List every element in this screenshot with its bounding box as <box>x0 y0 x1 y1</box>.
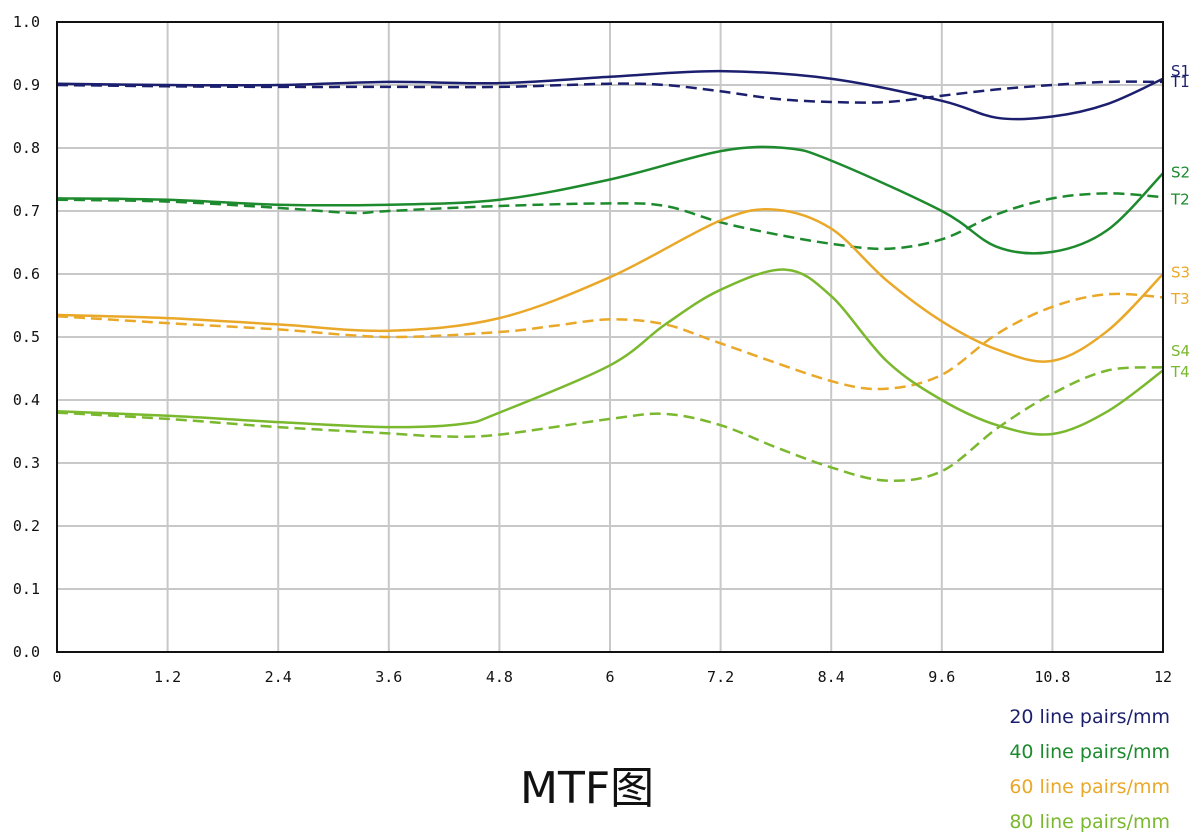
y-tick-label-5: 0.5 <box>13 328 40 346</box>
x-tick-label-4: 4.8 <box>486 668 513 686</box>
series-line-t1 <box>56 80 1164 104</box>
legend-item-2: 60 line pairs/mm <box>1009 776 1170 798</box>
y-tick-label-8: 0.8 <box>13 139 40 157</box>
series-line-s3 <box>56 207 1164 363</box>
series-lines <box>56 69 1164 483</box>
y-tick-label-3: 0.3 <box>13 454 40 472</box>
y-tick-label-9: 0.9 <box>13 76 40 94</box>
legend-item-1: 40 line pairs/mm <box>1009 741 1170 763</box>
plot-frame <box>56 21 1164 653</box>
line-label-t1: T1 <box>1170 73 1190 91</box>
series-line-s4 <box>56 268 1164 436</box>
x-tick-label-0: 0 <box>52 668 61 686</box>
line-label-s2: S2 <box>1171 163 1190 181</box>
grid <box>56 21 1164 653</box>
x-tick-label-2: 2.4 <box>265 668 292 686</box>
line-label-t2: T2 <box>1170 190 1190 208</box>
y-tick-label-10: 1.0 <box>13 13 40 31</box>
x-tick-label-9: 10.8 <box>1034 668 1070 686</box>
series-line-t3 <box>56 292 1164 391</box>
line-label-s3: S3 <box>1171 263 1190 281</box>
tick-labels: 0 1.2 2.4 3.6 4.8 6 7.2 8.4 9.6 10.8 12 0.0 0.1 0.2 0.… <box>13 13 1172 686</box>
chart-title: MTF图 <box>520 763 655 814</box>
line-label-s1: S1 <box>1171 62 1190 80</box>
legend-item-0: 20 line pairs/mm <box>1009 706 1170 728</box>
legend: 20 line pairs/mm 40 line pairs/mm 60 line … <box>910 700 1170 840</box>
line-label-s4: S4 <box>1171 342 1190 360</box>
y-tick-label-6: 0.6 <box>13 265 40 283</box>
series-line-s1 <box>56 69 1164 121</box>
y-tick-label-7: 0.7 <box>13 202 40 220</box>
x-tick-label-6: 7.2 <box>707 668 734 686</box>
x-tick-label-7: 8.4 <box>818 668 845 686</box>
line-label-t4: T4 <box>1170 363 1190 381</box>
x-tick-label-8: 9.6 <box>928 668 955 686</box>
y-tick-label-1: 0.1 <box>13 580 40 598</box>
x-tick-label-3: 3.6 <box>375 668 402 686</box>
line-label-t3: T3 <box>1170 290 1190 308</box>
x-tick-label-1: 1.2 <box>154 668 181 686</box>
x-tick-label-5: 6 <box>605 668 614 686</box>
y-tick-label-0: 0.0 <box>13 643 40 661</box>
y-tick-label-4: 0.4 <box>13 391 40 409</box>
legend-item-3: 80 line pairs/mm <box>1009 811 1170 833</box>
series-line-s2 <box>56 145 1164 255</box>
y-tick-label-2: 0.2 <box>13 517 40 535</box>
series-line-t2 <box>56 192 1164 251</box>
x-tick-label-10: 12 <box>1154 668 1172 686</box>
series-line-t4 <box>56 365 1164 483</box>
